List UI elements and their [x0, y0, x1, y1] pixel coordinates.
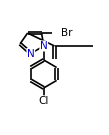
Text: Cl: Cl	[39, 96, 49, 106]
Text: N: N	[27, 48, 35, 58]
Text: N: N	[40, 41, 48, 51]
Text: Br: Br	[61, 28, 72, 38]
